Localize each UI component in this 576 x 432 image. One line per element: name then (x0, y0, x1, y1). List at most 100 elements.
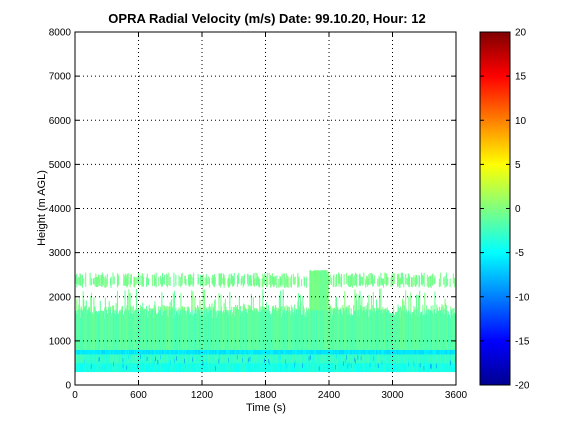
heatmap-cell (280, 349, 282, 355)
heatmap-cell (119, 349, 121, 355)
heatmap-cell (149, 354, 151, 364)
heatmap-cell (307, 362, 309, 373)
heatmap-cell (116, 349, 118, 355)
heatmap-cell (299, 309, 301, 350)
heatmap-cell (248, 349, 251, 355)
heatmap-cell (338, 309, 340, 311)
heatmap-cell (366, 278, 368, 285)
heatmap-cell (214, 309, 216, 350)
heatmap-cell (412, 311, 414, 350)
heatmap-cell (126, 365, 128, 370)
heatmap-cell (83, 306, 85, 311)
heatmap-cell (200, 349, 202, 355)
heatmap-cell (451, 315, 453, 350)
heatmap-cell (346, 349, 348, 355)
heatmap-cell (266, 309, 268, 350)
heatmap-cell (367, 362, 369, 373)
heatmap-cell (438, 278, 440, 288)
heatmap-cell (297, 309, 299, 350)
heatmap-cell (224, 349, 226, 355)
heatmap-cell (147, 354, 149, 364)
heatmap-cell (380, 309, 382, 350)
heatmap-cell (363, 309, 365, 350)
heatmap-cell (214, 309, 216, 350)
heatmap-cell (108, 307, 110, 311)
heatmap-cell (292, 354, 294, 364)
heatmap-cell (118, 354, 120, 364)
heatmap-cell (320, 362, 322, 373)
heatmap-cell (116, 311, 118, 350)
heatmap-cell (376, 306, 378, 311)
heatmap-cell (161, 362, 163, 373)
heatmap-cell (278, 362, 280, 373)
heatmap-cell (320, 354, 322, 364)
heatmap-cell (290, 309, 292, 350)
heatmap-cell (175, 362, 177, 373)
heatmap-cell (353, 354, 355, 364)
heatmap-cell (323, 309, 325, 350)
heatmap-cell (360, 307, 362, 311)
heatmap-cell (434, 275, 436, 285)
heatmap-cell (174, 349, 176, 355)
heatmap-cell (144, 362, 146, 373)
heatmap-cell (113, 362, 115, 373)
heatmap-cell (85, 349, 87, 355)
heatmap-cell (206, 278, 208, 285)
heatmap-cell (173, 272, 175, 288)
heatmap-cell (372, 278, 374, 287)
heatmap-cell (424, 354, 426, 364)
heatmap-cell (148, 362, 150, 373)
heatmap-cell (279, 276, 281, 288)
heatmap-cell (303, 349, 305, 355)
heatmap-cell (253, 349, 255, 355)
heatmap-cell (233, 349, 235, 355)
heatmap-cell (313, 270, 315, 311)
heatmap-cell (80, 306, 82, 311)
heatmap-cell (323, 362, 325, 373)
heatmap-cell (381, 349, 383, 355)
heatmap-cell (80, 349, 82, 355)
heatmap-cell (349, 349, 351, 355)
heatmap-cell (196, 308, 198, 311)
heatmap-cell (181, 349, 183, 355)
heatmap-cell (132, 314, 134, 350)
heatmap-cell (174, 362, 176, 373)
heatmap-cell (141, 349, 143, 355)
heatmap-cell (218, 273, 220, 286)
heatmap-cell (387, 277, 389, 285)
heatmap-cell (393, 276, 395, 285)
heatmap-cell (130, 362, 132, 373)
heatmap-cell (371, 362, 373, 373)
heatmap-cell (148, 349, 150, 355)
heatmap-cell (279, 362, 281, 373)
heatmap-cell (436, 307, 438, 311)
heatmap-cell (384, 354, 386, 364)
heatmap-cell (454, 362, 456, 373)
heatmap-cell (165, 309, 167, 311)
heatmap-cell (335, 354, 337, 364)
heatmap-cell (365, 309, 367, 350)
heatmap-cell (152, 308, 154, 311)
heatmap-cell (286, 309, 288, 350)
heatmap-cell (441, 354, 443, 364)
heatmap-cell (359, 362, 361, 373)
heatmap-cell (162, 349, 164, 355)
heatmap-cell (207, 362, 209, 373)
heatmap-cell (442, 349, 444, 355)
heatmap-cell (408, 362, 410, 373)
heatmap-cell (90, 278, 92, 286)
heatmap-cell (414, 309, 416, 350)
heatmap-cell (130, 362, 132, 373)
heatmap-cell (186, 306, 188, 311)
heatmap-cell (191, 309, 193, 350)
heatmap-cell (264, 362, 266, 373)
heatmap-cell (76, 354, 78, 364)
heatmap-cell (198, 362, 200, 373)
heatmap-cell (375, 349, 377, 355)
heatmap-cell (106, 309, 108, 350)
heatmap-cell (135, 289, 137, 311)
heatmap-cell (247, 354, 249, 364)
heatmap-cell (228, 354, 230, 364)
heatmap-cell (398, 307, 400, 311)
heatmap-cell (330, 362, 332, 373)
